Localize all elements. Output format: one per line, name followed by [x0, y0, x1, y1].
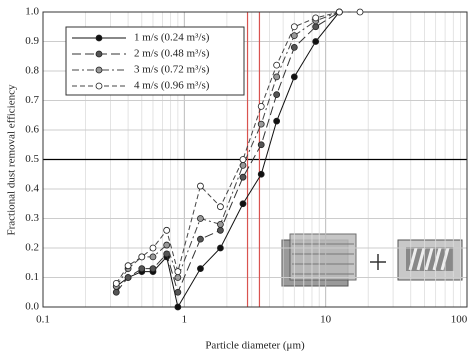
x-tick-label: 10	[320, 314, 332, 326]
x-tick-label: 0.1	[36, 314, 50, 326]
legend-label: 3 m/s (0.72 m³/s)	[134, 64, 210, 76]
legend: 1 m/s (0.24 m³/s) 2 m/s (0.48 m³/s) 3 m/s …	[66, 27, 244, 95]
data-point	[291, 74, 297, 80]
x-tick-label: 100	[451, 314, 468, 326]
legend-label: 1 m/s (0.24 m³/s)	[134, 32, 210, 44]
y-tick-label: 0.5	[25, 153, 39, 165]
data-point	[150, 245, 156, 251]
y-tick-label: 0.3	[25, 212, 39, 224]
data-point	[197, 236, 203, 242]
data-point	[258, 121, 264, 127]
data-point	[197, 183, 203, 189]
data-point	[125, 263, 131, 269]
data-point	[240, 174, 246, 180]
legend-label: 4 m/s (0.96 m³/s)	[134, 80, 210, 92]
data-point	[113, 280, 119, 286]
data-point	[175, 289, 181, 295]
chart: Particle diameter (μm) Fractional dust r…	[0, 0, 472, 357]
data-point	[313, 15, 319, 21]
data-point	[217, 204, 223, 210]
legend-marker	[96, 83, 102, 89]
data-point	[240, 201, 246, 207]
y-tick-label: 0.7	[25, 94, 39, 106]
data-point	[313, 24, 319, 30]
data-point	[357, 9, 363, 15]
y-tick-label: 0.6	[25, 124, 39, 136]
y-tick-label: 0.2	[25, 242, 39, 254]
y-tick-label: 0.0	[25, 301, 39, 313]
legend-marker	[96, 67, 102, 73]
data-point	[113, 289, 119, 295]
data-point	[197, 266, 203, 272]
x-axis-label: Particle diameter (μm)	[205, 340, 305, 352]
y-axis-label: Fractional dust removal efficiency	[6, 84, 18, 235]
data-point	[274, 74, 280, 80]
inset-illustration	[282, 234, 462, 286]
y-tick-label: 0.9	[25, 35, 39, 47]
data-point	[291, 24, 297, 30]
data-point	[217, 227, 223, 233]
data-point	[197, 216, 203, 222]
data-point	[258, 142, 264, 148]
data-point	[258, 171, 264, 177]
legend-marker	[96, 35, 102, 41]
legend-marker	[96, 51, 102, 57]
data-point	[164, 242, 170, 248]
data-point	[240, 157, 246, 163]
data-point	[150, 266, 156, 272]
data-point	[336, 9, 342, 15]
data-point	[274, 92, 280, 98]
data-point	[291, 33, 297, 39]
data-point	[217, 221, 223, 227]
data-point	[150, 254, 156, 260]
data-point	[217, 245, 223, 251]
data-point	[175, 275, 181, 281]
data-point	[125, 275, 131, 281]
data-point	[274, 118, 280, 124]
legend-label: 2 m/s (0.48 m³/s)	[134, 48, 210, 60]
y-tick-label: 0.4	[25, 183, 39, 195]
data-point	[175, 269, 181, 275]
y-tick-label: 1.0	[25, 6, 39, 18]
data-point	[274, 62, 280, 68]
data-point	[258, 103, 264, 109]
x-tick-label: 1	[182, 314, 188, 326]
data-point	[139, 254, 145, 260]
data-point	[313, 39, 319, 45]
y-tick-label: 0.8	[25, 65, 39, 77]
y-tick-label: 0.1	[25, 271, 39, 283]
data-point	[139, 266, 145, 272]
data-point	[291, 44, 297, 50]
data-point	[175, 304, 181, 310]
data-point	[164, 227, 170, 233]
